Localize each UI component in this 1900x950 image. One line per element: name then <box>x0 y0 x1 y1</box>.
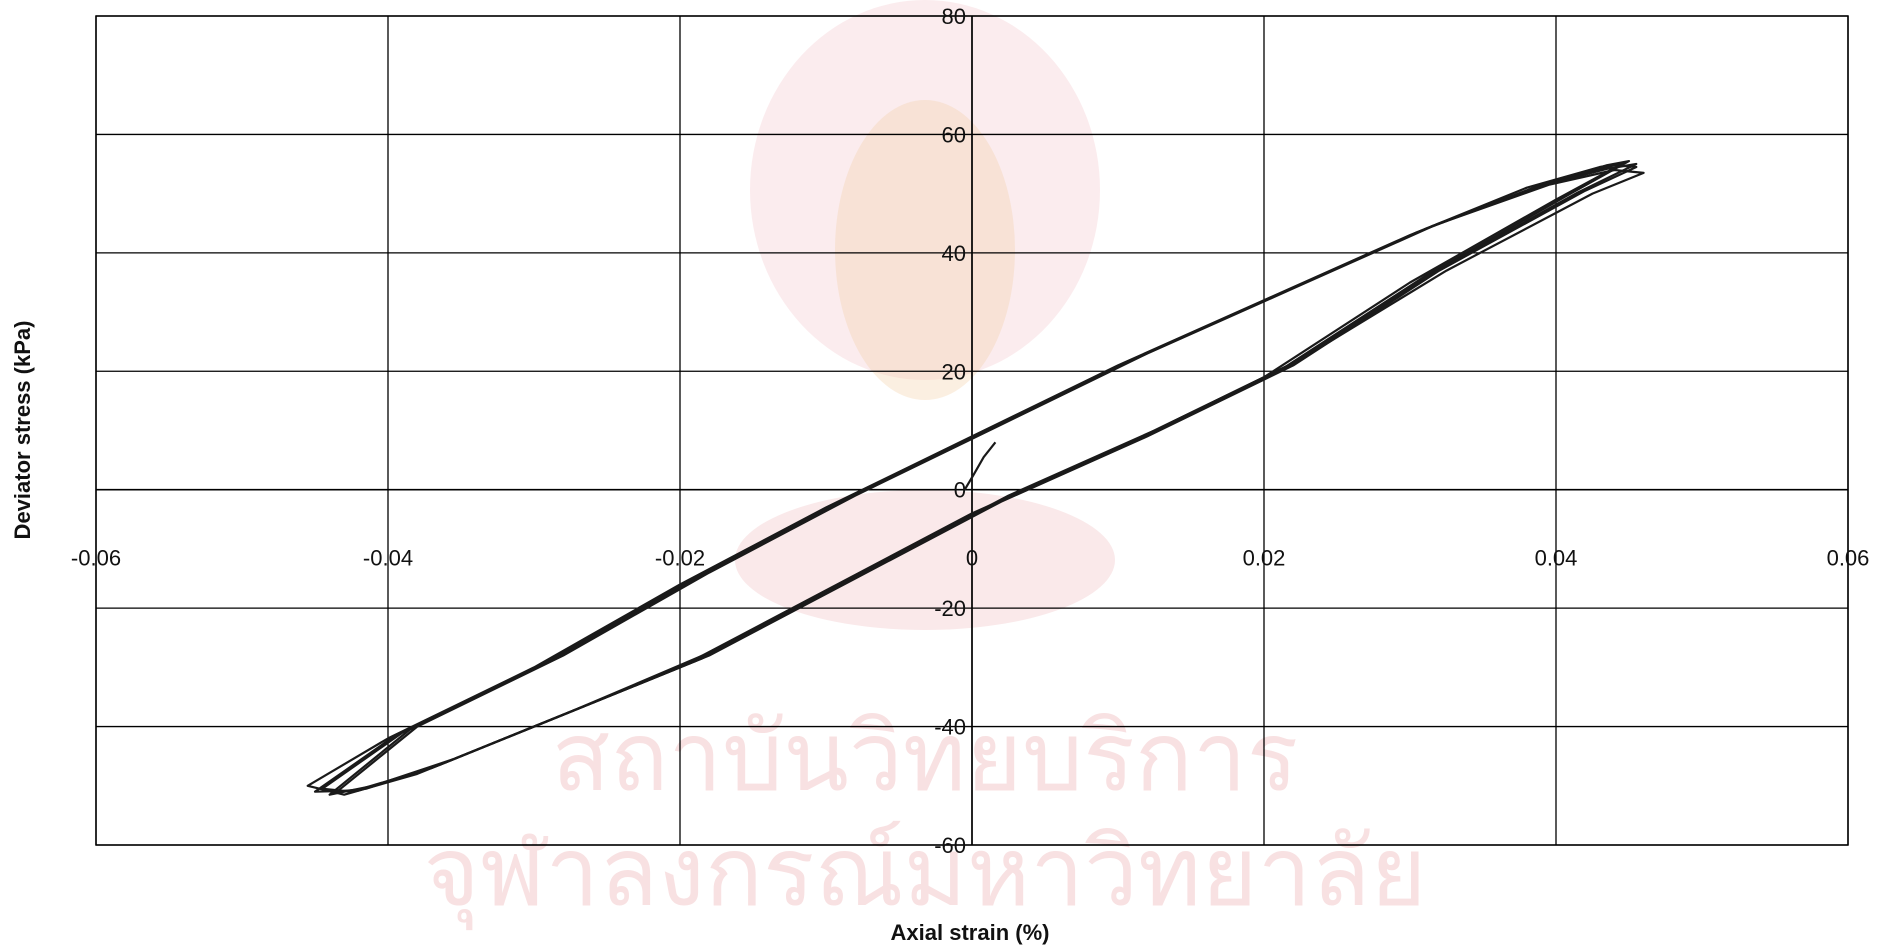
y-tick-label: -40 <box>934 715 966 740</box>
loop-cycle-5 <box>313 162 1638 793</box>
axes <box>96 16 1848 845</box>
x-tick-label: 0.02 <box>1243 546 1286 571</box>
y-tick-label: 40 <box>942 241 966 266</box>
loop-cycle-4 <box>328 168 1645 796</box>
x-tick-label: 0 <box>966 546 978 571</box>
hysteresis-loops <box>306 160 1645 796</box>
svg-text:สถาบันวิทยบริการ: สถาบันวิทยบริการ <box>552 701 1299 813</box>
y-tick-label: -60 <box>934 833 966 858</box>
y-tick-label: 20 <box>942 359 966 384</box>
y-tick-label: 60 <box>942 122 966 147</box>
y-tick-label: 0 <box>954 478 966 503</box>
x-tick-label: 0.06 <box>1827 546 1870 571</box>
x-tick-label: -0.04 <box>363 546 413 571</box>
y-tick-labels: 80 60 40 20 0 -20 -40 -60 <box>934 4 966 858</box>
y-axis-title: Deviator stress (kPa) <box>10 321 35 540</box>
x-tick-label: 0.04 <box>1535 546 1578 571</box>
x-tick-label: -0.02 <box>655 546 705 571</box>
y-tick-label: -20 <box>934 596 966 621</box>
x-axis-title: Axial strain (%) <box>891 920 1050 945</box>
y-tick-label: 80 <box>942 4 966 29</box>
x-tick-labels: -0.06 -0.04 -0.02 0 0.02 0.04 0.06 <box>71 546 1869 571</box>
initial-loading-curve <box>963 441 997 491</box>
x-tick-label: -0.06 <box>71 546 121 571</box>
svg-text:จุฬาลงกรณ์มหาวิทยาลัย: จุฬาลงกรณ์มหาวิทยาลัย <box>423 816 1426 931</box>
watermark-emblem: สถาบันวิทยบริการ จุฬาลงกรณ์มหาวิทยาลัย <box>423 0 1427 931</box>
